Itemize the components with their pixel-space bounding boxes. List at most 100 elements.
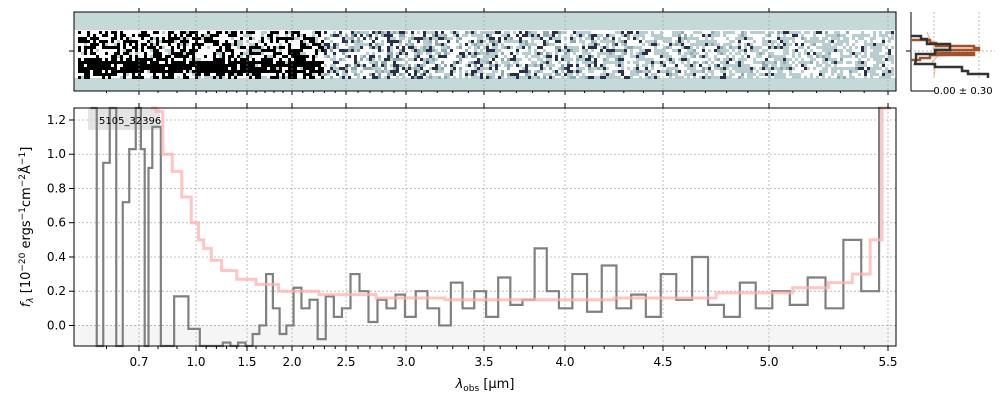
2d-pixel <box>831 37 834 40</box>
2d-pixel <box>192 52 195 55</box>
2d-pixel <box>843 46 846 49</box>
2d-pixel <box>621 34 624 37</box>
2d-pixel <box>219 67 222 70</box>
2d-pixel <box>543 43 546 46</box>
2d-pixel <box>546 40 549 43</box>
2d-pixel <box>231 55 234 58</box>
2d-pixel <box>270 49 273 52</box>
2d-pixel <box>888 37 891 40</box>
2d-pixel <box>249 43 252 46</box>
2d-pixel <box>174 64 177 67</box>
2d-pixel <box>789 37 792 40</box>
2d-pixel <box>549 37 552 40</box>
2d-pixel <box>312 43 315 46</box>
2d-pixel <box>186 40 189 43</box>
2d-pixel <box>825 64 828 67</box>
2d-pixel <box>528 49 531 52</box>
2d-pixel <box>132 34 135 37</box>
2d-pixel <box>540 52 543 55</box>
2d-pixel <box>87 58 90 61</box>
2d-pixel <box>570 73 573 76</box>
2d-pixel <box>159 55 162 58</box>
2d-pixel <box>78 58 81 61</box>
2d-pixel <box>837 43 840 46</box>
2d-pixel <box>99 40 102 43</box>
2d-pixel <box>678 76 681 79</box>
2d-pixel <box>423 43 426 46</box>
2d-pixel <box>459 67 462 70</box>
2d-pixel <box>561 31 564 34</box>
2d-pixel <box>819 55 822 58</box>
2d-pixel <box>567 55 570 58</box>
x-axis-label: λobs [μm] <box>455 377 515 394</box>
2d-pixel <box>387 40 390 43</box>
2d-pixel <box>114 37 117 40</box>
2d-pixel <box>525 64 528 67</box>
2d-pixel <box>771 64 774 67</box>
2d-pixel <box>690 73 693 76</box>
2d-pixel <box>888 70 891 73</box>
2d-pixel <box>123 43 126 46</box>
2d-pixel <box>528 31 531 34</box>
2d-pixel <box>495 64 498 67</box>
2d-pixel <box>885 52 888 55</box>
2d-pixel <box>687 76 690 79</box>
2d-pixel <box>447 40 450 43</box>
2d-pixel <box>135 58 138 61</box>
2d-pixel <box>597 67 600 70</box>
2d-pixel <box>456 46 459 49</box>
2d-pixel <box>372 52 375 55</box>
2d-pixel <box>327 46 330 49</box>
2d-pixel <box>297 49 300 52</box>
2d-pixel <box>879 76 882 79</box>
2d-pixel <box>414 64 417 67</box>
2d-pixel <box>528 43 531 46</box>
2d-pixel <box>636 34 639 37</box>
2d-pixel <box>645 52 648 55</box>
2d-pixel <box>780 70 783 73</box>
2d-pixel <box>717 46 720 49</box>
2d-pixel <box>321 43 324 46</box>
2d-pixel <box>321 61 324 64</box>
2d-pixel <box>261 31 264 34</box>
2d-pixel <box>102 73 105 76</box>
2d-pixel <box>291 37 294 40</box>
2d-pixel <box>624 34 627 37</box>
2d-pixel <box>351 37 354 40</box>
2d-pixel <box>573 37 576 40</box>
2d-pixel <box>816 76 819 79</box>
2d-pixel <box>303 34 306 37</box>
2d-pixel <box>219 76 222 79</box>
2d-pixel <box>504 46 507 49</box>
2d-pixel <box>294 58 297 61</box>
2d-pixel <box>129 43 132 46</box>
2d-pixel <box>834 61 837 64</box>
2d-pixel <box>780 73 783 76</box>
y-label-part: [10 <box>19 272 34 298</box>
2d-pixel <box>549 55 552 58</box>
2d-pixel <box>390 34 393 37</box>
2d-pixel <box>657 34 660 37</box>
2d-pixel <box>276 67 279 70</box>
2d-pixel <box>834 46 837 49</box>
2d-pixel <box>135 61 138 64</box>
2d-pixel <box>654 37 657 40</box>
2d-pixel <box>201 67 204 70</box>
2d-pixel <box>429 73 432 76</box>
2d-pixel <box>657 52 660 55</box>
2d-pixel <box>759 67 762 70</box>
2d-pixel <box>717 34 720 37</box>
2d-pixel <box>534 64 537 67</box>
2d-pixel <box>198 43 201 46</box>
2d-pixel <box>135 49 138 52</box>
2d-pixel <box>816 52 819 55</box>
2d-pixel <box>168 76 171 79</box>
2d-pixel <box>684 70 687 73</box>
2d-pixel <box>627 31 630 34</box>
2d-pixel <box>219 61 222 64</box>
2d-pixel <box>723 43 726 46</box>
2d-pixel <box>705 67 708 70</box>
2d-pixel <box>168 49 171 52</box>
2d-pixel <box>489 37 492 40</box>
2d-pixel <box>108 64 111 67</box>
